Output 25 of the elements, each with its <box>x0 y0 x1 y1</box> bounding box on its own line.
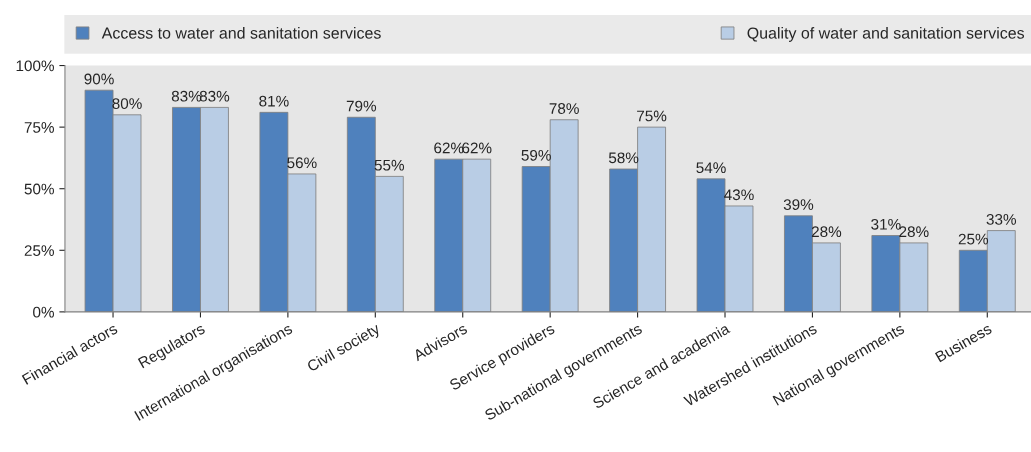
data-label: 25% <box>958 233 989 245</box>
data-label: 54% <box>696 162 726 174</box>
legend-label: Access to water and sanitation services <box>101 27 381 39</box>
data-label: 58% <box>608 152 639 164</box>
y-tick-label: 0% <box>33 306 54 318</box>
legend-label: Quality of water and sanitation services <box>747 27 1025 42</box>
data-label: 28% <box>899 226 929 238</box>
data-label: 75% <box>637 110 667 122</box>
data-label: 31% <box>871 218 901 230</box>
y-tick-label: 75% <box>24 122 54 133</box>
y-tick-label: 50% <box>24 183 54 195</box>
data-label: 28% <box>811 226 842 238</box>
data-label: 62% <box>462 142 492 154</box>
data-label: 81% <box>259 95 289 107</box>
data-label: 59% <box>521 149 551 161</box>
data-label: 62% <box>434 142 464 154</box>
y-tick-label: 100% <box>16 60 54 72</box>
data-label: 39% <box>783 199 814 211</box>
data-label: 79% <box>346 100 377 112</box>
y-tick-label: 25% <box>24 245 54 256</box>
data-label: 33% <box>986 213 1017 225</box>
data-label: 83% <box>171 90 202 102</box>
data-label: 83% <box>199 90 230 102</box>
data-label: 90% <box>84 73 114 85</box>
data-label: 78% <box>549 103 579 114</box>
